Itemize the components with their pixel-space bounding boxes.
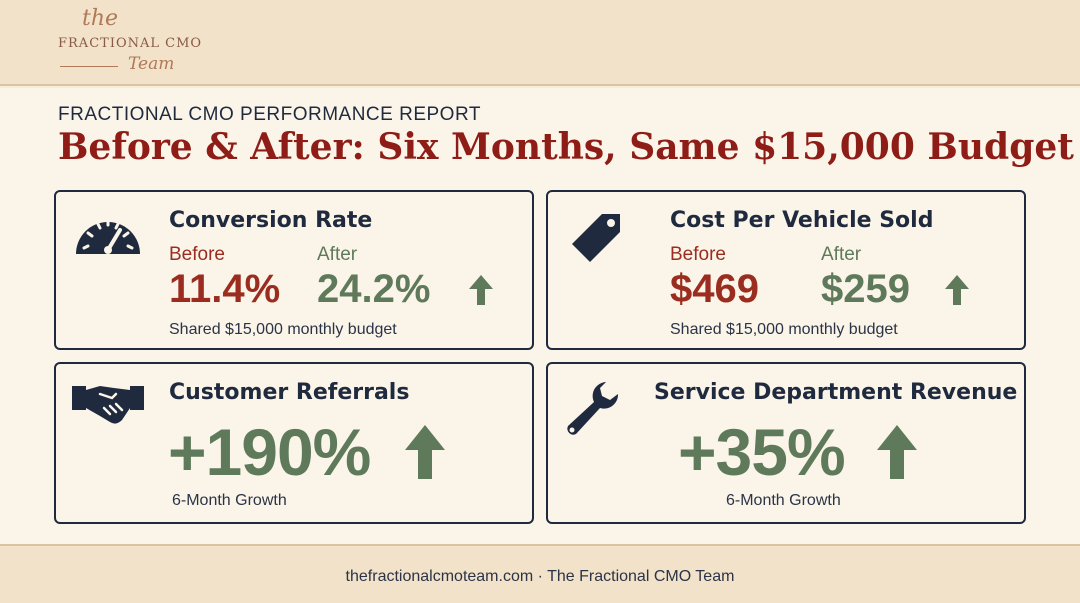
logo-script-top: the: [82, 6, 119, 31]
card-title: Customer Referrals: [169, 380, 410, 405]
referrals-growth-value: +190%: [168, 415, 371, 489]
service-revenue-card: Service Department Revenue +35% 6-Month …: [546, 362, 1026, 524]
after-value: 24.2%: [317, 267, 431, 311]
logo-rule: [60, 66, 118, 67]
report-main: FRACTIONAL CMO PERFORMANCE REPORT Before…: [0, 88, 1080, 544]
card-title: Cost Per Vehicle Sold: [670, 208, 934, 233]
wrench-icon: [567, 382, 619, 435]
before-label: Before: [169, 244, 225, 265]
budget-note: Shared $15,000 monthly budget: [670, 321, 898, 338]
customer-referrals-card: Customer Referrals +190% 6-Month Growth: [54, 362, 534, 524]
after-value: $259: [821, 267, 910, 311]
footer-band: thefractionalcmoteam.com · The Fractiona…: [0, 544, 1080, 603]
up-arrow-icon: [945, 275, 969, 305]
header-band: the FRACTIONAL CMO Team: [0, 0, 1080, 86]
before-value: 11.4%: [169, 267, 281, 311]
report-headline: Before & After: Six Months, Same $15,000…: [58, 126, 1074, 168]
footer-text[interactable]: thefractionalcmoteam.com · The Fractiona…: [345, 568, 735, 585]
logo-script-bottom: Team: [128, 54, 175, 74]
growth-note: 6-Month Growth: [726, 492, 841, 509]
up-arrow-icon: [469, 275, 493, 305]
card-title: Conversion Rate: [169, 208, 373, 233]
up-arrow-icon: [877, 425, 917, 479]
up-arrow-icon: [405, 425, 445, 479]
report-eyebrow: FRACTIONAL CMO PERFORMANCE REPORT: [58, 104, 481, 125]
service-growth-value: +35%: [678, 415, 846, 489]
after-label: After: [317, 244, 358, 265]
growth-note: 6-Month Growth: [172, 492, 287, 509]
before-value: $469: [670, 267, 759, 311]
speedometer-icon: [76, 218, 140, 254]
budget-note: Shared $15,000 monthly budget: [169, 321, 397, 338]
logo-name: FRACTIONAL CMO: [58, 36, 203, 51]
after-label: After: [821, 244, 862, 265]
cost-per-vehicle-card: Cost Per Vehicle Sold Before After $469 …: [546, 190, 1026, 350]
handshake-icon: [72, 386, 144, 424]
card-title: Service Department Revenue: [654, 380, 1018, 405]
before-label: Before: [670, 244, 726, 265]
price-tag-icon: [572, 214, 620, 262]
brand-logo[interactable]: the FRACTIONAL CMO Team: [56, 6, 206, 80]
conversion-rate-card: Conversion Rate Before After 11.4% 24.2%…: [54, 190, 534, 350]
